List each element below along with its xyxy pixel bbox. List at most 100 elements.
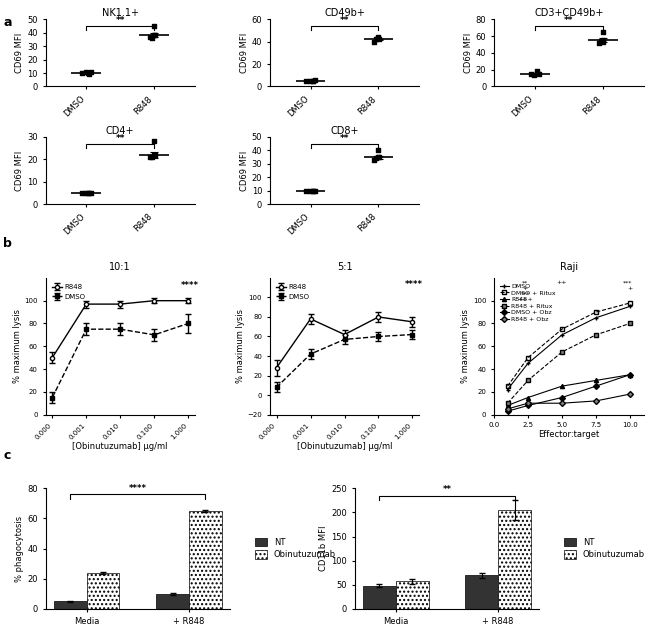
Bar (189, 511, 222, 609)
Y-axis label: CD69 MFI: CD69 MFI (240, 33, 249, 73)
X-axis label: [Obinutuzumab] μg/ml: [Obinutuzumab] μg/ml (73, 442, 168, 451)
Line: DMSO + Obz: DMSO + Obz (506, 372, 632, 413)
Line: R848: R848 (506, 372, 632, 408)
Text: c: c (3, 449, 10, 462)
Point (373, 152, 384, 162)
DMSO + Ritux (626, 299, 634, 307)
Text: **: ** (340, 134, 349, 143)
Text: +++: +++ (517, 297, 533, 303)
Text: **: ** (116, 16, 125, 25)
DMSO + Ritux (504, 382, 512, 390)
Point (598, 35, 608, 46)
DMSO + Obz (558, 394, 566, 401)
Point (373, 32, 384, 42)
Point (308, 76, 318, 87)
X-axis label: [Obinutuzumab] μg/ml: [Obinutuzumab] μg/ml (297, 442, 392, 451)
Text: **: ** (443, 485, 452, 494)
DMSO + Obz (504, 407, 512, 415)
Legend: DMSO, DMSO + Ritux, R848, R848 + Ritux, DMSO + Obz, R848 + Obz: DMSO, DMSO + Ritux, R848, R848 + Ritux, … (497, 281, 558, 324)
Point (597, 27, 608, 37)
Y-axis label: % phagocytosis: % phagocytosis (16, 515, 25, 581)
Point (310, 186, 320, 196)
Point (310, 75, 320, 85)
DMSO (558, 331, 566, 338)
DMSO (626, 303, 634, 310)
Point (373, 33, 384, 44)
DMSO (592, 314, 600, 322)
Text: **: ** (340, 16, 349, 25)
Point (526, 69, 536, 79)
Y-axis label: CD11b MFI: CD11b MFI (319, 526, 328, 571)
Point (305, 186, 315, 196)
Point (302, 76, 312, 86)
Y-axis label: CD69 MFI: CD69 MFI (240, 151, 249, 190)
R848 (558, 382, 566, 390)
R848 + Ritux (626, 320, 634, 328)
Legend: NT, Obinutuzumab: NT, Obinutuzumab (564, 538, 645, 560)
Bar (498, 510, 531, 609)
Point (593, 38, 604, 48)
Bar (156, 594, 189, 609)
Point (77, 68, 88, 78)
Title: 5:1: 5:1 (337, 262, 352, 272)
Point (149, 21, 159, 31)
Text: **: ** (116, 134, 125, 143)
DMSO (524, 360, 532, 367)
Point (307, 76, 318, 86)
Point (149, 30, 159, 40)
DMSO + Ritux (592, 308, 600, 316)
Point (84, 188, 94, 199)
R848 + Ritux (504, 399, 512, 407)
Y-axis label: % maximum lysis: % maximum lysis (12, 309, 21, 383)
R848 + Obz (592, 397, 600, 404)
Point (81, 187, 91, 197)
R848 (626, 371, 634, 379)
Legend: NT, Obinutuzumab: NT, Obinutuzumab (255, 538, 336, 560)
Point (77, 188, 88, 198)
Point (308, 186, 318, 196)
Legend: R848, DMSO: R848, DMSO (49, 281, 88, 303)
Point (595, 36, 606, 46)
Bar (54, 601, 86, 609)
Point (84, 69, 94, 79)
Point (371, 153, 382, 163)
Text: ***: *** (521, 292, 530, 297)
Point (83, 68, 94, 78)
Point (373, 146, 384, 156)
Bar (363, 586, 396, 609)
Point (147, 152, 157, 162)
Point (83, 188, 94, 198)
Point (145, 152, 155, 162)
Text: **: ** (564, 16, 573, 25)
Point (147, 33, 157, 43)
Text: ****: **** (129, 484, 147, 493)
R848 + Ritux (524, 376, 532, 384)
Text: ++: ++ (556, 280, 567, 285)
Point (150, 30, 160, 40)
Point (86, 188, 96, 198)
Point (145, 31, 155, 42)
Text: ****: **** (405, 280, 422, 289)
Point (369, 37, 380, 47)
R848 (524, 394, 532, 401)
DMSO (504, 386, 512, 394)
Y-axis label: CD69 MFI: CD69 MFI (464, 33, 473, 73)
Point (597, 37, 608, 47)
Y-axis label: % maximum lysis: % maximum lysis (461, 309, 470, 383)
Bar (396, 581, 428, 609)
Y-axis label: CD69 MFI: CD69 MFI (16, 151, 25, 190)
R848 + Obz (626, 390, 634, 398)
Line: R848 + Obz: R848 + Obz (506, 392, 632, 411)
Y-axis label: % maximum lysis: % maximum lysis (235, 309, 244, 383)
Title: NK1.1+: NK1.1+ (102, 8, 138, 19)
Text: ***: *** (623, 280, 632, 285)
DMSO + Ritux (558, 326, 566, 333)
R848 + Obz (524, 399, 532, 407)
Bar (86, 573, 120, 609)
Legend: R848, DMSO: R848, DMSO (273, 281, 312, 303)
Point (532, 68, 542, 78)
Text: ****: **** (181, 281, 198, 290)
Y-axis label: CD69 MFI: CD69 MFI (16, 33, 25, 73)
Point (529, 70, 539, 80)
DMSO + Obz (592, 382, 600, 390)
